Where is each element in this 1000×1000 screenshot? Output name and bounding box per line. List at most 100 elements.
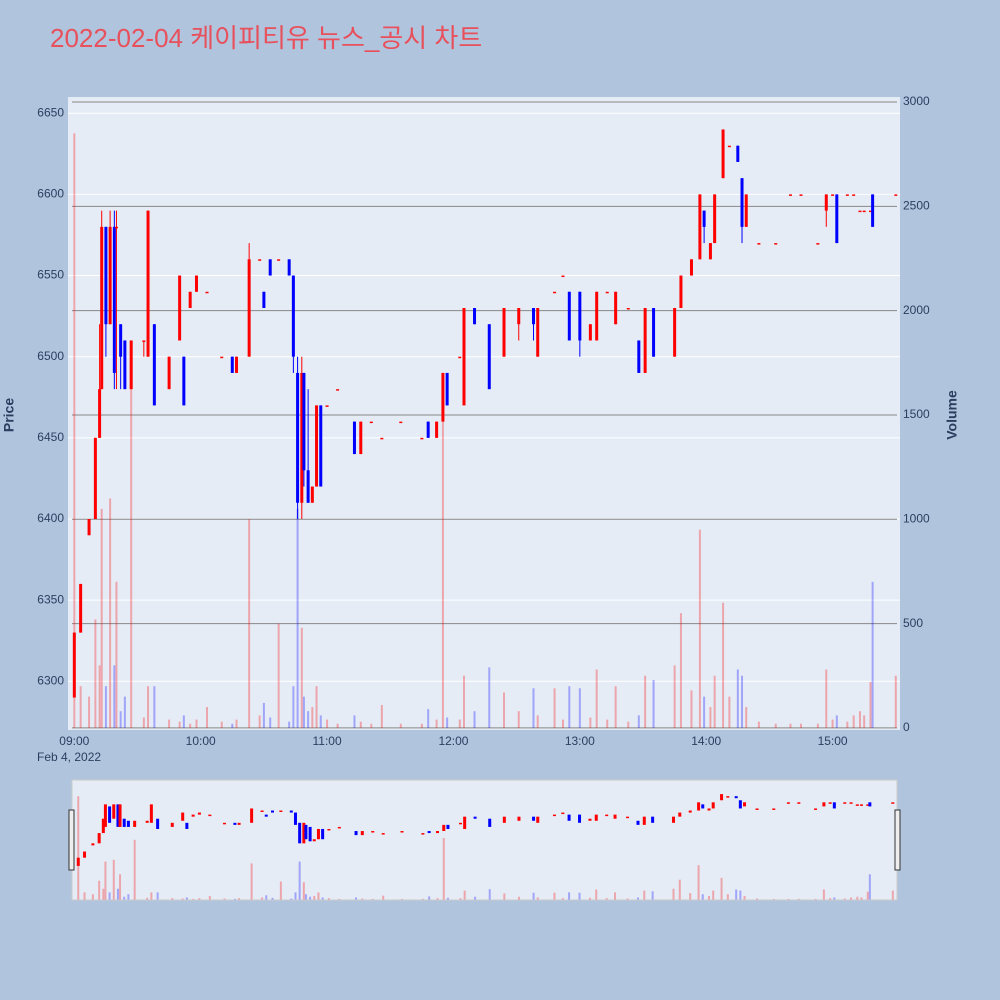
x-tick-label: 15:00 bbox=[818, 734, 848, 748]
candle-body bbox=[740, 178, 744, 227]
candle-body bbox=[788, 194, 792, 196]
y2-axis-title: Volume bbox=[944, 390, 960, 440]
volume-bar bbox=[420, 723, 423, 728]
mini-candle bbox=[185, 822, 189, 829]
volume-bar bbox=[113, 665, 116, 728]
mini-candle bbox=[866, 804, 870, 806]
y2-tick-label: 500 bbox=[903, 616, 923, 630]
mini-candle bbox=[828, 802, 832, 804]
volume-bar bbox=[462, 675, 465, 728]
mini-candle bbox=[678, 812, 682, 817]
volume-bar bbox=[606, 719, 609, 728]
volume-bar bbox=[698, 529, 701, 728]
volume-bar bbox=[115, 581, 118, 728]
mini-candle bbox=[786, 802, 790, 804]
mini-volume-bar bbox=[98, 880, 101, 900]
mini-candle bbox=[891, 802, 895, 804]
mini-candle bbox=[279, 810, 283, 813]
mini-volume-bar bbox=[108, 892, 111, 900]
mini-candle bbox=[156, 818, 160, 829]
volume-bar bbox=[315, 686, 318, 728]
mini-candle bbox=[436, 831, 440, 834]
candle-body bbox=[302, 372, 306, 471]
mini-volume-bar bbox=[250, 863, 253, 900]
x-tick-label: 12:00 bbox=[438, 734, 468, 748]
mini-volume-bar bbox=[459, 898, 462, 900]
mini-candle bbox=[738, 800, 742, 809]
volume-bar bbox=[178, 721, 181, 728]
mini-candle bbox=[594, 814, 598, 821]
mini-volume-bar bbox=[578, 892, 581, 900]
mini-volume-bar bbox=[446, 897, 449, 900]
mini-volume-bar bbox=[171, 898, 174, 900]
volume-bar bbox=[816, 723, 819, 728]
slider-handle[interactable] bbox=[68, 809, 75, 871]
volume-bar bbox=[835, 715, 838, 728]
volume-bar bbox=[690, 690, 693, 728]
mini-volume-bar bbox=[116, 888, 119, 900]
volume-bar bbox=[703, 696, 706, 728]
volume-bar bbox=[435, 719, 438, 728]
mini-candle bbox=[458, 822, 462, 825]
mini-candle bbox=[108, 806, 112, 823]
candle-body bbox=[462, 308, 466, 406]
volume-bar bbox=[722, 602, 725, 728]
candle-body bbox=[93, 437, 97, 519]
mini-candle bbox=[181, 812, 185, 821]
candle-body bbox=[721, 129, 725, 179]
mini-candle bbox=[298, 822, 302, 844]
mini-volume-bar bbox=[488, 889, 491, 900]
candle-body bbox=[595, 291, 599, 341]
y-tick-label: 6600 bbox=[37, 187, 64, 201]
mini-candle bbox=[122, 818, 126, 827]
candle-body bbox=[306, 470, 310, 503]
mini-volume-bar bbox=[77, 796, 80, 900]
volume-bar bbox=[206, 707, 209, 728]
candle-body bbox=[380, 437, 384, 440]
candle-body bbox=[487, 324, 491, 390]
volume-bar bbox=[473, 711, 476, 728]
volume-bar bbox=[262, 702, 265, 728]
mini-candle bbox=[588, 818, 592, 821]
volume-bar bbox=[561, 719, 564, 728]
candle-body bbox=[87, 519, 91, 536]
mini-volume-bar bbox=[787, 898, 790, 900]
volume-bar bbox=[336, 723, 339, 728]
candle-body bbox=[605, 291, 609, 294]
candle-body bbox=[152, 324, 156, 406]
volume-bar bbox=[745, 707, 748, 728]
mini-volume-bar bbox=[294, 892, 297, 900]
mini-volume-bar bbox=[146, 897, 149, 900]
candle-body bbox=[643, 308, 647, 373]
volume-bar bbox=[446, 717, 449, 728]
candle-body bbox=[831, 194, 835, 196]
mini-candle bbox=[726, 796, 730, 798]
mini-volume-bar bbox=[302, 882, 305, 900]
mini-volume-bar bbox=[321, 897, 324, 900]
mini-volume-bar bbox=[697, 865, 700, 900]
mini-volume-bar bbox=[181, 898, 184, 900]
volume-bar bbox=[235, 719, 238, 728]
mini-candle bbox=[532, 816, 536, 821]
candle-body bbox=[262, 291, 266, 308]
candle-body bbox=[359, 421, 363, 455]
range-slider[interactable] bbox=[71, 779, 898, 901]
mini-candle bbox=[360, 831, 364, 836]
mini-volume-bar bbox=[123, 896, 126, 900]
mini-candle bbox=[118, 804, 122, 827]
candle-body bbox=[100, 226, 104, 390]
slider-handle[interactable] bbox=[894, 809, 901, 871]
mini-candle bbox=[613, 814, 617, 819]
mini-volume-bar bbox=[233, 898, 236, 900]
volume-bar bbox=[220, 721, 223, 728]
mini-volume-bar bbox=[298, 861, 301, 900]
mini-volume-bar bbox=[689, 893, 692, 900]
mini-volume-bar bbox=[192, 898, 195, 900]
mini-candle bbox=[233, 822, 237, 825]
mini-candle bbox=[97, 833, 101, 844]
mini-candle bbox=[170, 822, 174, 827]
mini-candle bbox=[427, 831, 431, 834]
mini-volume-bar bbox=[261, 897, 264, 900]
